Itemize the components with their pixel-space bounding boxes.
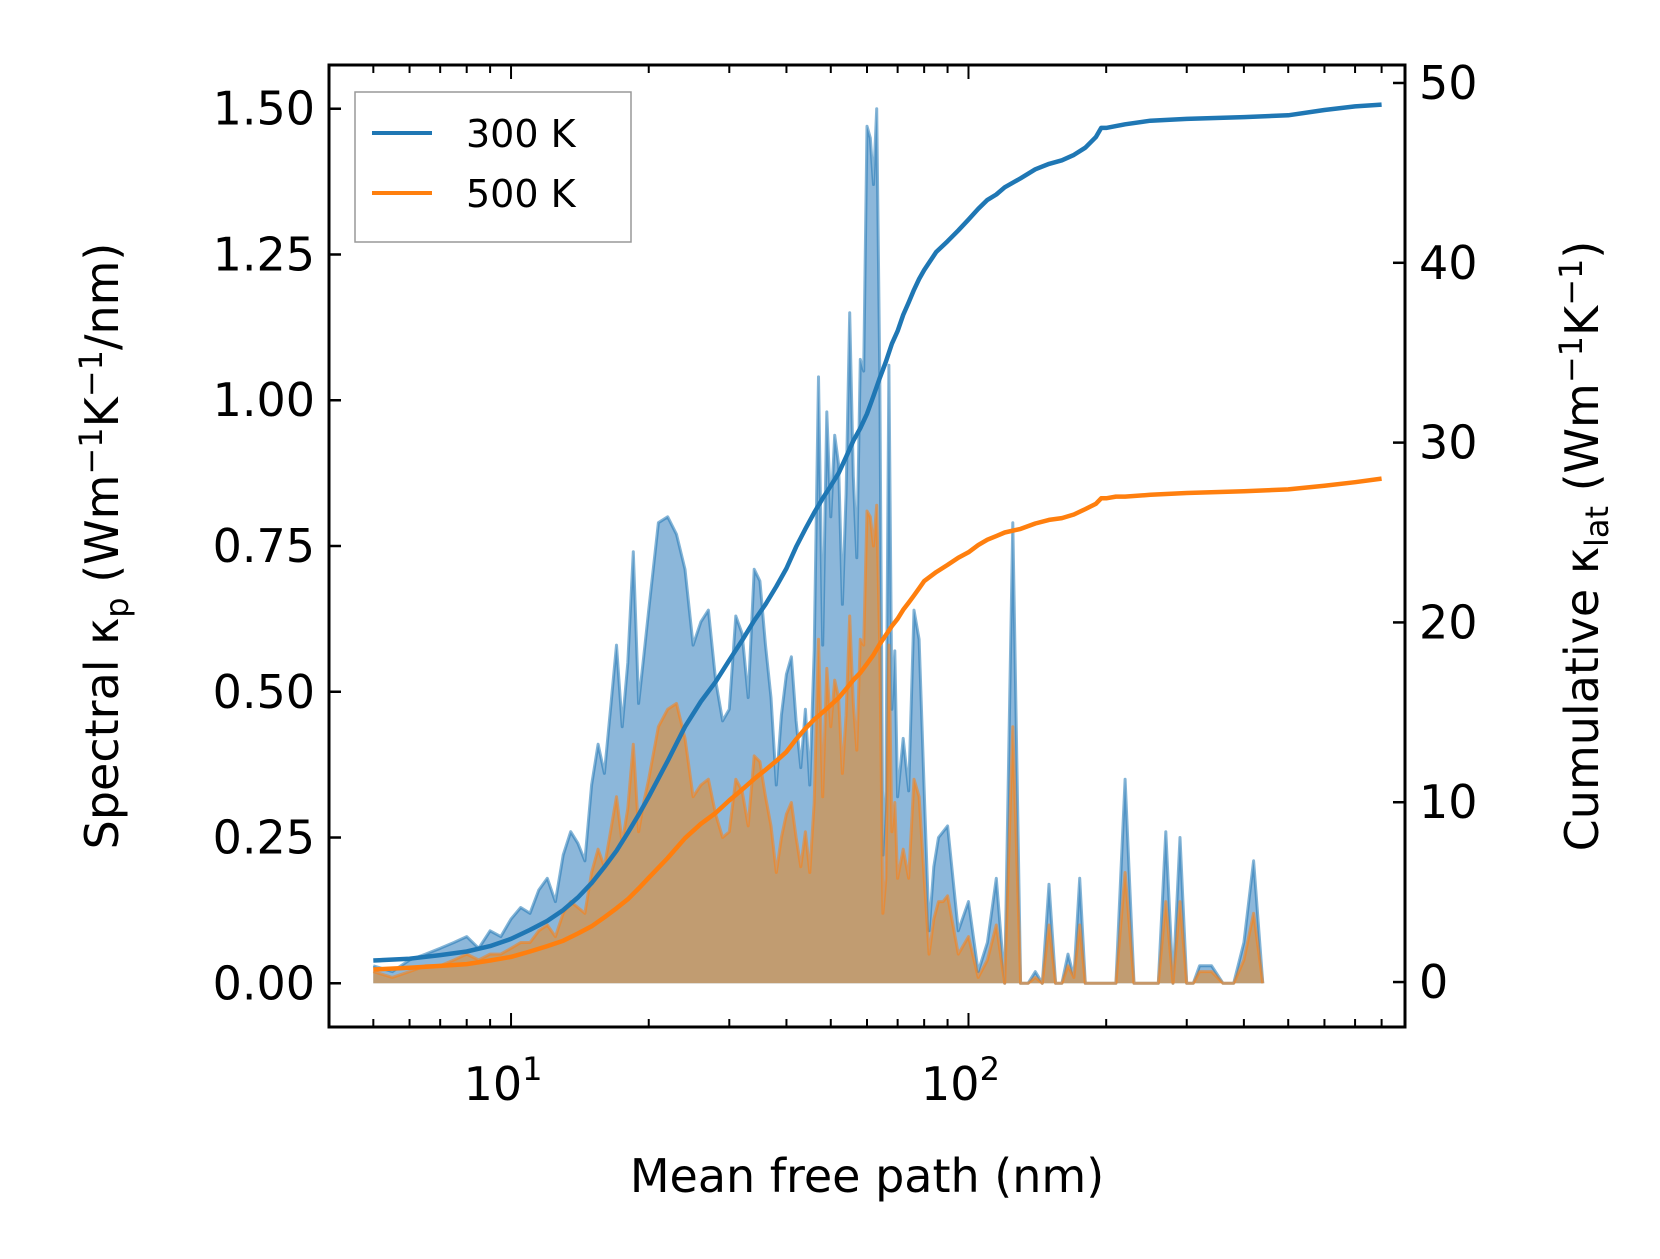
y-right-tick-label: 10 (1419, 775, 1478, 829)
x-tick-label-exp: 2 (980, 1050, 1000, 1088)
cumulative-line-500k (373, 476, 1382, 972)
y-right-tick-label: 40 (1419, 236, 1478, 290)
x-tick-label-exp: 1 (522, 1050, 542, 1088)
spectral-edge-500k (372, 503, 1265, 985)
legend-box (354, 91, 632, 243)
x-tick-label-base: 10 (921, 1057, 980, 1111)
axis-ticks: 0.00 0.25 0.50 0.75 1.00 1.25 1.50 0 10 20 30 40 50 1… (213, 56, 1478, 1111)
y-left-tick-label: 1.25 (213, 227, 315, 281)
y-left-tick-label: 1.50 (213, 82, 315, 136)
legend-label-300k: 300 K (466, 112, 577, 156)
y-right-tick-label: 50 (1419, 56, 1478, 110)
y-right-tick-label: 20 (1419, 595, 1478, 649)
y-axis-label-left: Spectral κp (Wm−1K−1/nm) (72, 243, 136, 850)
y-left-tick-label: 0.00 (213, 956, 315, 1010)
x-axis-label: Mean free path (nm) (630, 1149, 1104, 1203)
y-left-tick-label: 0.75 (213, 519, 315, 573)
spectral-area-500k (373, 505, 1263, 984)
x-tick-label: 102 (921, 1050, 1000, 1111)
legend-label-500k: 500 K (466, 172, 577, 216)
plot-area (372, 107, 1265, 985)
x-tick-label-base: 10 (464, 1057, 523, 1111)
cumulative-lines (373, 102, 1382, 972)
y-left-tick-label: 0.50 (213, 665, 315, 719)
y-right-tick-label: 0 (1419, 955, 1448, 1009)
x-tick-label: 101 (464, 1050, 543, 1111)
y-right-tick-label: 30 (1419, 416, 1478, 470)
legend: 300 K 500 K (354, 91, 632, 243)
y-left-tick-label: 0.25 (213, 811, 315, 865)
cumulative-line-300k (373, 102, 1382, 963)
y-axis-label-right: Cumulative κlat (Wm−1K−1) (1552, 241, 1616, 852)
y-left-tick-label: 1.00 (213, 373, 315, 427)
